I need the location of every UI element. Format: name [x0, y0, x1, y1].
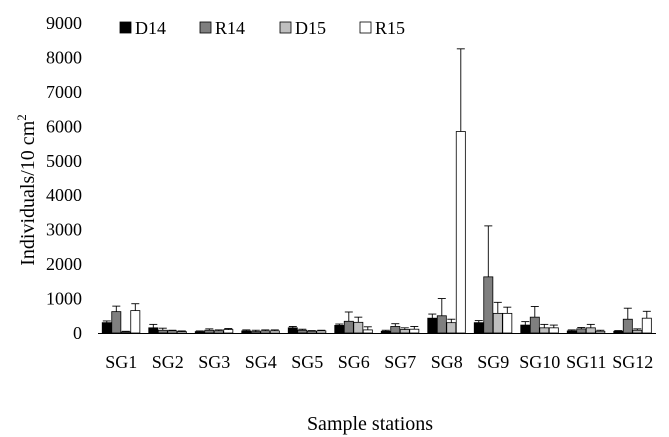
bar-r15-sg2: [176, 331, 187, 334]
y-tick-label: 3000: [46, 220, 82, 240]
bar-r14-sg9: [483, 276, 494, 334]
legend-swatch-d15: [279, 21, 292, 34]
bar-d15-sg11: [585, 327, 596, 334]
bar-d14-sg12: [613, 330, 624, 334]
y-tick-label: 1000: [46, 289, 82, 309]
bar-r14-sg1: [111, 311, 122, 334]
bar-r15-sg10: [548, 327, 559, 334]
y-axis-tick-labels: 0 1000 2000 3000 4000 5000 6000 7000 8000 9000: [46, 13, 82, 343]
bar-d15-sg2: [167, 330, 178, 334]
bar-r14-sg7: [390, 326, 401, 334]
y-axis-title-text: Individuals/10 cm: [17, 120, 39, 265]
legend-label-r15: R15: [375, 18, 405, 38]
y-tick-label: 5000: [46, 151, 82, 171]
bar-d14-sg8: [427, 317, 438, 334]
bar-r14-sg3: [204, 329, 215, 334]
x-tick-label: SG5: [291, 352, 323, 372]
bar-d14-sg11: [566, 330, 577, 334]
bar-r14-sg4: [250, 331, 261, 334]
y-tick-label: 7000: [46, 82, 82, 102]
x-tick-label: SG10: [519, 352, 560, 372]
bar-r14-sg6: [343, 320, 354, 334]
x-tick-label: SG8: [431, 352, 463, 372]
bar-d15-sg9: [492, 312, 503, 334]
bar-d15-sg6: [353, 321, 364, 334]
y-tick-label: 0: [73, 323, 82, 343]
legend: D14 R14 D15 R15: [119, 18, 405, 38]
bar-d15-sg8: [446, 322, 457, 334]
bar-r15-sg12: [641, 317, 652, 334]
x-tick-label: SG2: [152, 352, 184, 372]
x-axis-tick-labels: SG1 SG2 SG3 SG4 SG5 SG6 SG7 SG8 SG9 SG10 SG11 SG12: [105, 352, 653, 372]
bar-r14-sg12: [622, 318, 633, 334]
legend-label-r14: R14: [215, 18, 245, 38]
y-tick-label: 9000: [46, 13, 82, 33]
x-tick-label: SG7: [384, 352, 416, 372]
bar-d14-sg6: [334, 325, 345, 334]
y-axis-title: Individuals/10 cm2: [14, 114, 39, 265]
bar-d15-sg12: [632, 329, 643, 334]
bar-r15-sg8: [455, 131, 466, 334]
bar-d14-sg9: [473, 322, 484, 334]
y-axis-title-superscript: 2: [14, 114, 29, 121]
bar-d15-sg7: [399, 329, 410, 334]
bar-r15-sg4: [269, 330, 280, 334]
bar-r15-sg7: [409, 328, 420, 334]
bar-r14-sg5: [297, 329, 308, 334]
legend-swatch-r14: [199, 21, 212, 34]
bar-d15-sg10: [539, 327, 550, 334]
y-tick-label: 6000: [46, 116, 82, 136]
x-tick-label: SG6: [338, 352, 370, 372]
bar-r15-sg11: [595, 330, 606, 334]
y-tick-label: 2000: [46, 254, 82, 274]
x-tick-label: SG12: [612, 352, 653, 372]
bar-r14-sg8: [436, 315, 447, 334]
bar-series-group: [101, 48, 652, 334]
x-tick-label: SG9: [477, 352, 509, 372]
x-tick-label: SG3: [198, 352, 230, 372]
bar-d14-sg10: [520, 324, 531, 334]
bar-d14-sg4: [241, 330, 252, 334]
bar-r14-sg11: [576, 328, 587, 334]
bar-d14-sg2: [148, 327, 159, 334]
bar-r14-sg2: [157, 329, 168, 334]
bar-d14-sg1: [101, 322, 112, 334]
bar-d14-sg5: [287, 327, 298, 334]
bar-d15-sg5: [306, 330, 317, 334]
bar-r15-sg1: [130, 310, 141, 334]
bar-r15-sg6: [362, 329, 373, 334]
bar-r15-sg3: [223, 329, 234, 334]
bar-d15-sg1: [120, 331, 131, 334]
legend-swatch-r15: [359, 21, 372, 34]
legend-label-d15: D15: [295, 18, 326, 38]
bar-d14-sg7: [380, 330, 391, 334]
bar-r15-sg9: [502, 312, 513, 334]
bar-d14-sg3: [194, 331, 205, 334]
legend-label-d14: D14: [135, 18, 166, 38]
x-tick-label: SG11: [566, 352, 606, 372]
x-axis-title: Sample stations: [307, 413, 433, 435]
bar-r14-sg10: [529, 316, 540, 334]
bar-d15-sg3: [213, 330, 224, 334]
legend-swatch-d14: [119, 21, 132, 34]
bar-d15-sg4: [260, 330, 271, 334]
x-tick-label: SG4: [245, 352, 277, 372]
y-tick-label: 8000: [46, 47, 82, 67]
x-tick-label: SG1: [105, 352, 137, 372]
y-tick-label: 4000: [46, 185, 82, 205]
bar-r15-sg5: [316, 330, 327, 334]
